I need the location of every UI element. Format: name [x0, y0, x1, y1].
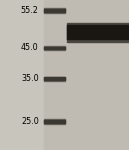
Bar — [44, 8, 64, 13]
Text: 55.2: 55.2 — [21, 6, 39, 15]
Bar — [44, 0, 129, 150]
Text: 45.0: 45.0 — [21, 44, 39, 52]
Bar — [44, 0, 64, 150]
Text: 35.0: 35.0 — [21, 74, 39, 83]
Bar — [67, 25, 129, 39]
Bar — [44, 77, 64, 81]
Bar — [44, 9, 64, 12]
Bar — [67, 0, 129, 150]
Text: 25.0: 25.0 — [21, 117, 39, 126]
Bar — [44, 119, 64, 124]
Bar — [44, 47, 64, 49]
Bar — [67, 22, 129, 42]
Bar — [44, 78, 64, 80]
Bar — [44, 120, 64, 123]
Bar — [44, 46, 64, 50]
